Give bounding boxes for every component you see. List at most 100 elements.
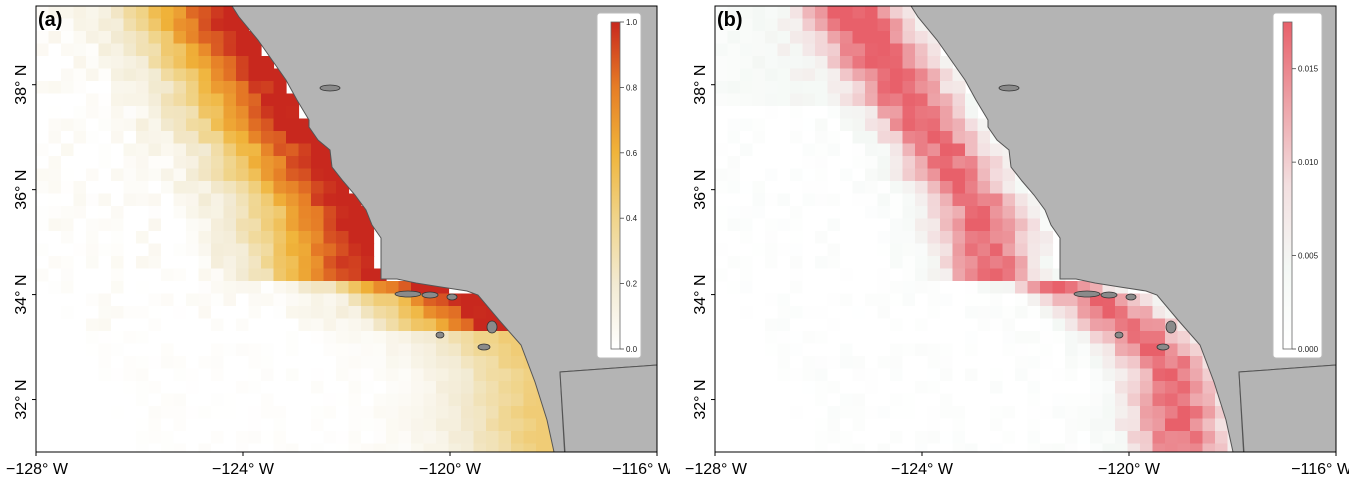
- heat-cell: [902, 268, 916, 282]
- heat-cell: [336, 318, 350, 332]
- heat-cell: [815, 81, 829, 95]
- heat-cell: [1102, 406, 1116, 420]
- heat-cell: [840, 81, 854, 95]
- heat-cell: [73, 93, 87, 107]
- heat-cell: [877, 243, 891, 257]
- heat-cell: [198, 131, 212, 145]
- heat-cell: [890, 431, 904, 445]
- heat-cell: [423, 431, 437, 445]
- heat-cell: [36, 193, 50, 207]
- heat-cell: [336, 243, 350, 257]
- heat-cell: [802, 231, 816, 245]
- heat-cell: [977, 181, 991, 195]
- heat-cell: [236, 181, 250, 195]
- heat-cell: [148, 243, 162, 257]
- heat-cell: [473, 318, 487, 332]
- heat-cell: [311, 156, 325, 170]
- heat-cell: [248, 218, 262, 232]
- heat-cell: [877, 231, 891, 245]
- heat-cell: [136, 306, 150, 320]
- heat-cell: [790, 81, 804, 95]
- heat-cell: [348, 381, 362, 395]
- heat-cell: [448, 393, 462, 407]
- heat-cell: [977, 231, 991, 245]
- heat-cell: [752, 168, 766, 182]
- heat-cell: [273, 168, 287, 182]
- heat-cell: [1002, 218, 1016, 232]
- heat-cell: [815, 331, 829, 345]
- heat-cell: [877, 293, 891, 307]
- heat-cell: [1127, 306, 1141, 320]
- heat-cell: [1040, 318, 1054, 332]
- heat-cell: [436, 393, 450, 407]
- heat-cell: [211, 331, 225, 345]
- heat-cell: [211, 206, 225, 220]
- heat-cell: [48, 118, 62, 132]
- heat-cell: [323, 231, 337, 245]
- heat-cell: [98, 68, 112, 82]
- heat-cell: [902, 331, 916, 345]
- heat-cell: [965, 368, 979, 382]
- heat-cell: [161, 418, 175, 432]
- heat-cell: [877, 118, 891, 132]
- heat-cell: [323, 306, 337, 320]
- heat-cell: [73, 268, 87, 282]
- heat-cell: [915, 93, 929, 107]
- map-frame: [35, 5, 658, 453]
- heat-cell: [223, 318, 237, 332]
- heat-cell: [223, 181, 237, 195]
- heat-cell: [248, 356, 262, 370]
- heat-cell: [161, 143, 175, 157]
- heat-cell: [952, 168, 966, 182]
- y-tick-label: 36° N: [13, 170, 30, 210]
- heat-cell: [161, 393, 175, 407]
- heat-cell: [802, 156, 816, 170]
- heat-cell: [36, 181, 50, 195]
- heat-cell: [111, 56, 125, 70]
- heat-cell: [148, 393, 162, 407]
- heat-cell: [261, 368, 275, 382]
- heat-cell: [73, 156, 87, 170]
- heat-cell: [411, 406, 425, 420]
- heat-cell: [752, 293, 766, 307]
- heat-cell: [248, 281, 262, 295]
- heat-cell: [790, 331, 804, 345]
- heat-cell: [186, 381, 200, 395]
- heat-cell: [398, 356, 412, 370]
- heat-cell: [865, 393, 879, 407]
- heat-cell: [1115, 381, 1129, 395]
- heat-cell: [1090, 431, 1104, 445]
- heat-cell: [852, 343, 866, 357]
- heat-cell: [61, 118, 75, 132]
- heat-cell: [211, 381, 225, 395]
- heat-cell: [715, 268, 729, 282]
- heat-cell: [86, 231, 100, 245]
- heat-cell: [211, 443, 225, 452]
- heat-cell: [1065, 318, 1079, 332]
- colorbar: 0.00.20.40.60.81.0: [596, 12, 642, 359]
- heat-cell: [386, 368, 400, 382]
- x-tick-label: −116° W: [612, 461, 670, 478]
- heat-cell: [1015, 281, 1029, 295]
- heat-cell: [827, 6, 841, 20]
- heat-cell: [1027, 218, 1041, 232]
- heat-cell: [386, 431, 400, 445]
- heat-cell: [802, 293, 816, 307]
- heat-cell: [1090, 368, 1104, 382]
- heat-cell: [273, 418, 287, 432]
- heat-cell: [1077, 368, 1091, 382]
- heat-cell: [98, 318, 112, 332]
- heat-cell: [198, 68, 212, 82]
- heat-cell: [236, 356, 250, 370]
- heat-cell: [423, 381, 437, 395]
- heat-cell: [927, 431, 941, 445]
- heat-cell: [123, 268, 137, 282]
- heat-cell: [186, 143, 200, 157]
- heat-cell: [461, 306, 475, 320]
- heat-cell: [1102, 431, 1116, 445]
- heat-cell: [173, 143, 187, 157]
- heat-cell: [865, 281, 879, 295]
- heat-cell: [1015, 193, 1029, 207]
- heat-cell: [1065, 431, 1079, 445]
- heat-cell: [348, 231, 362, 245]
